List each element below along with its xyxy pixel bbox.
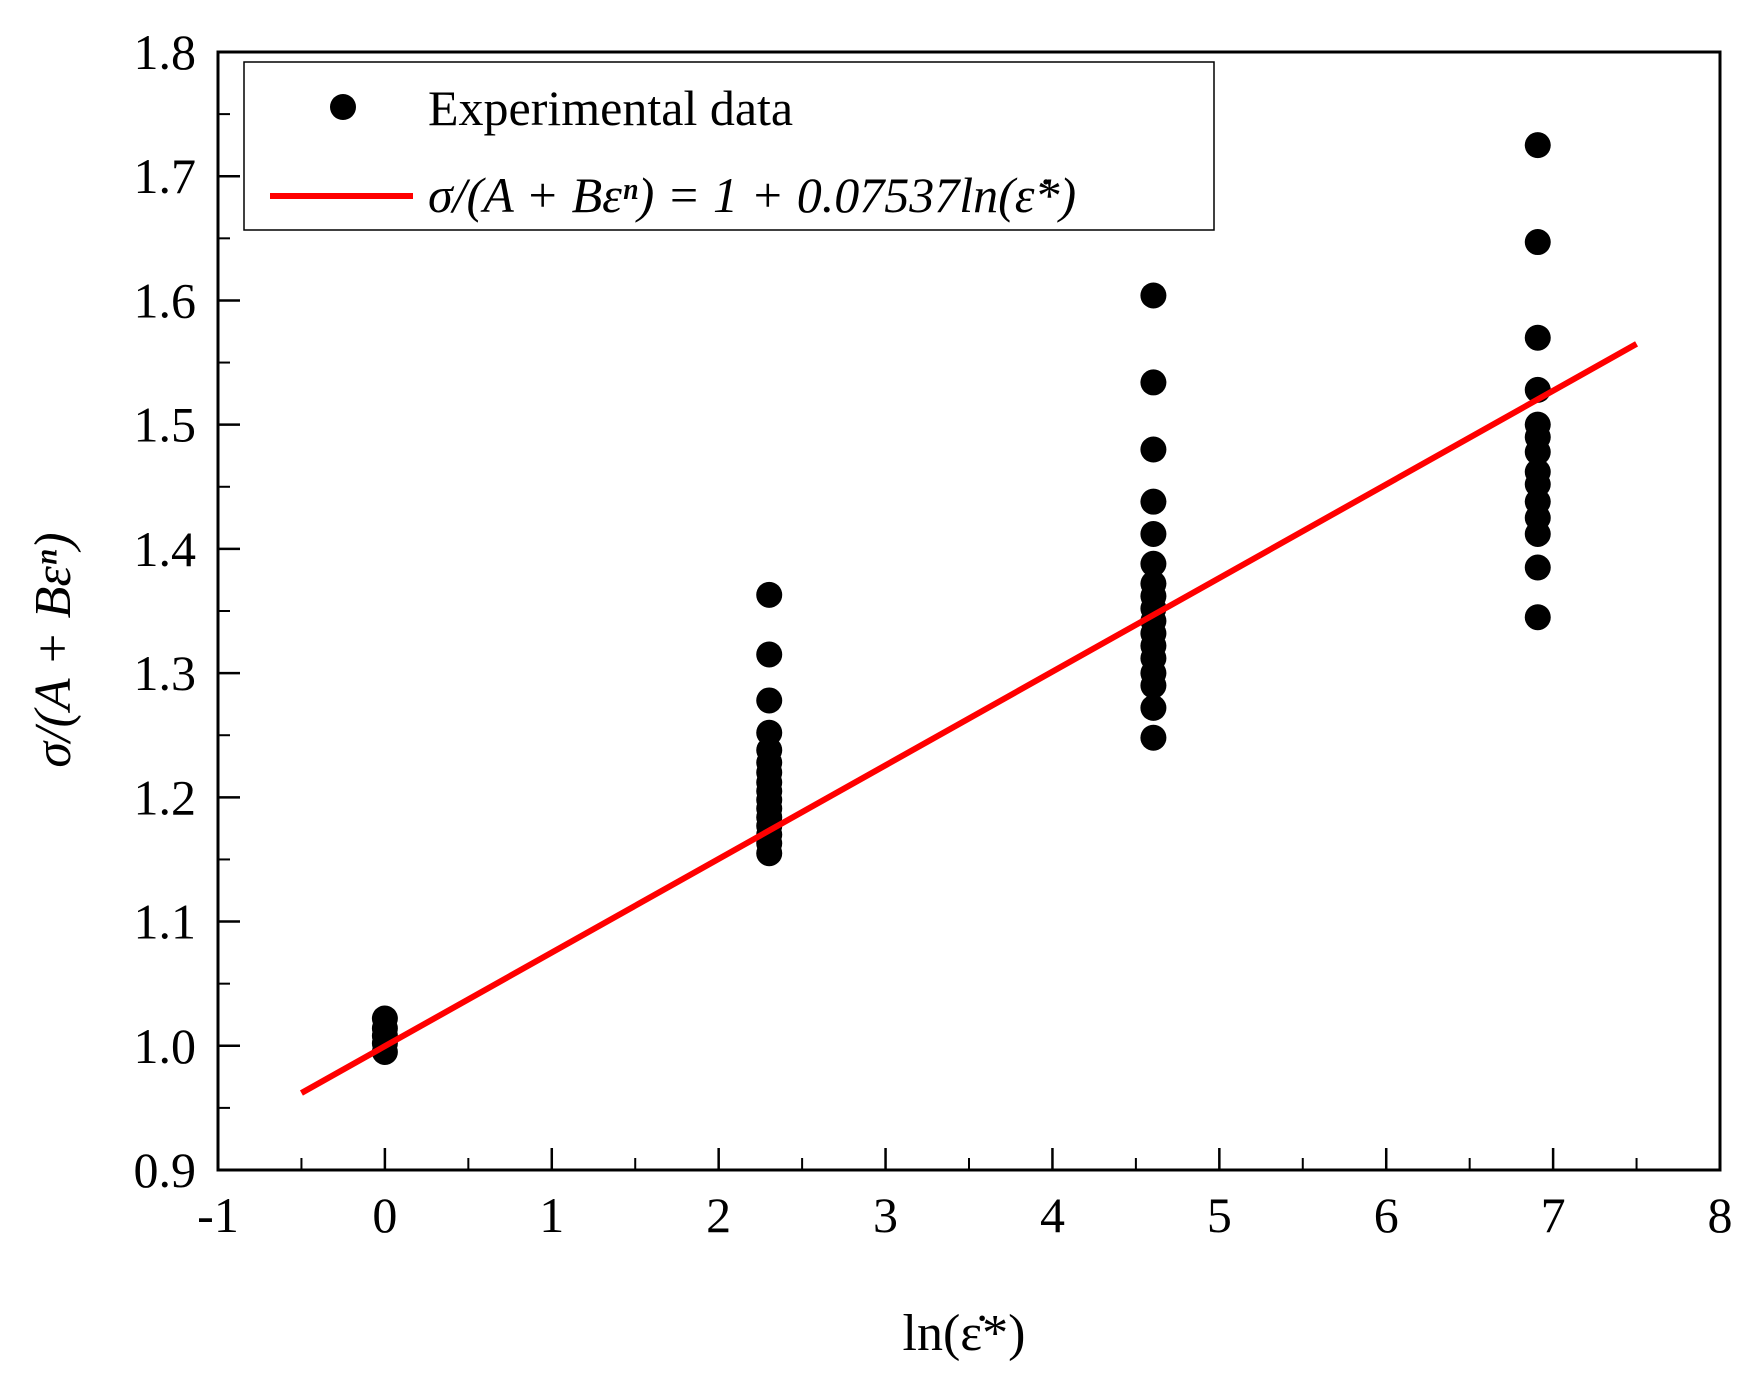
data-point [1140, 520, 1167, 547]
legend-marker-experimental [330, 94, 356, 120]
data-point [756, 719, 783, 746]
plot-frame [216, 50, 1722, 1172]
x-tick-label: 1 [539, 1187, 564, 1243]
y-tick-label: 1.7 [134, 148, 197, 204]
data-point [1524, 411, 1551, 438]
data-point [756, 581, 783, 608]
data-point [1140, 488, 1167, 515]
x-tick-label: 4 [1040, 1187, 1065, 1243]
data-point [371, 1005, 398, 1032]
y-tick-label: 1.4 [134, 521, 197, 577]
data-point [1524, 324, 1551, 351]
x-tick-label: -1 [197, 1187, 239, 1243]
data-point [1524, 458, 1551, 485]
x-tick-label: 7 [1541, 1187, 1566, 1243]
data-point [1140, 724, 1167, 751]
y-tick-label: 1.1 [134, 894, 197, 950]
data-point [1524, 229, 1551, 256]
data-point [1140, 694, 1167, 721]
data-point [1140, 282, 1167, 309]
x-tick-label: 5 [1207, 1187, 1232, 1243]
x-tick-label: 6 [1374, 1187, 1399, 1243]
y-tick-label: 1.8 [134, 24, 197, 80]
x-tick-label: 8 [1708, 1187, 1733, 1243]
x-tick-label: 0 [372, 1187, 397, 1243]
data-point [1524, 554, 1551, 581]
ticks-layer: -1 0 1 2 3 4 5 6 7 8 0.9 1.0 1.1 1.2 1.3 1.4 1.5 1.6 1.7 1.… [134, 24, 1733, 1243]
y-tick-label: 1.2 [134, 769, 197, 825]
y-axis-label: σ/(A + Bεⁿ) [25, 532, 82, 767]
legend-label-fit: σ/(A + Bεⁿ) = 1 + 0.07537ln(ε̇*) [428, 167, 1076, 223]
data-point [1140, 570, 1167, 597]
data-point [756, 641, 783, 668]
y-tick-label: 1.0 [134, 1018, 197, 1074]
fit-line [299, 341, 1639, 1096]
data-point [1524, 132, 1551, 159]
x-tick-label: 3 [873, 1187, 898, 1243]
y-tick-label: 1.6 [134, 272, 197, 328]
y-tick-label: 1.5 [134, 397, 197, 453]
data-point [1140, 436, 1167, 463]
y-tick-label: 0.9 [134, 1142, 197, 1198]
legend-box [243, 61, 1215, 231]
x-axis-label: ln(ε̇*) [903, 1305, 1026, 1362]
data-point [756, 687, 783, 714]
legend-label-experimental: Experimental data [428, 80, 793, 136]
data-point [1140, 550, 1167, 577]
legend: Experimental data σ/(A + Bεⁿ) = 1 + 0.07… [243, 61, 1215, 231]
data-point [1140, 369, 1167, 396]
plot-layer [299, 132, 1639, 1096]
y-tick-label: 1.3 [134, 645, 197, 701]
x-tick-label: 2 [706, 1187, 731, 1243]
data-point [1524, 604, 1551, 631]
